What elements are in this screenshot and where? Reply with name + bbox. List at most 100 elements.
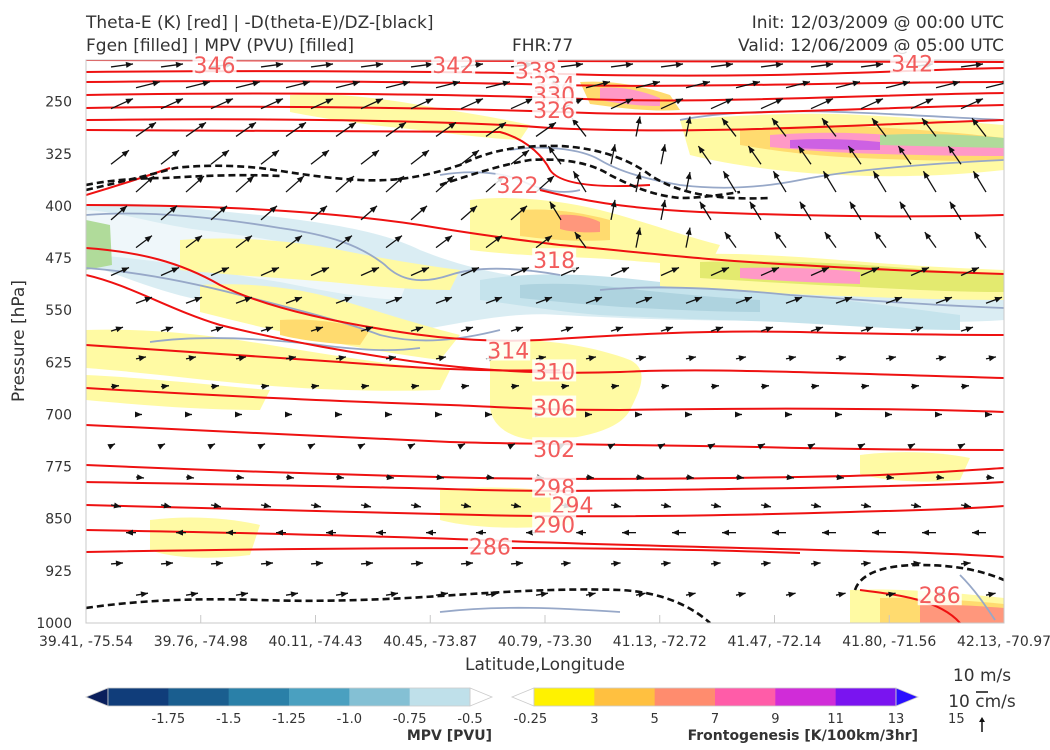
wind-vector-head <box>725 98 733 105</box>
wind-vector-head <box>848 146 855 154</box>
wind-vector-head <box>396 176 404 183</box>
contour-label-bg <box>495 173 540 196</box>
wind-vector-head <box>548 122 556 129</box>
wind-vector-head <box>298 122 306 129</box>
wind-vector-head <box>774 232 782 240</box>
wind-vector-head <box>276 529 283 536</box>
wind-vector-head <box>638 591 646 598</box>
wind-vector-head <box>688 591 696 598</box>
colorbar-tick-label: -1.25 <box>272 712 306 727</box>
wind-vector-head <box>961 383 969 390</box>
wind-vector-head <box>136 474 144 481</box>
x-tick-label: 40.11, -74.43 <box>268 634 362 650</box>
wind-vector-head <box>685 172 692 180</box>
wind-vector-head <box>748 146 755 154</box>
wind-vector-head <box>875 98 883 105</box>
wind-vector-head <box>885 411 892 418</box>
wind-vector-head <box>461 383 469 390</box>
wind-vector-head <box>813 502 821 509</box>
y-tick-label: 625 <box>45 355 72 371</box>
wind-vector-head <box>390 591 398 598</box>
y-tick-label: 325 <box>45 147 72 163</box>
wind-vector-head <box>894 296 902 303</box>
wind-vector-head <box>115 560 123 567</box>
wind-vector-head <box>625 61 633 68</box>
mpv-contours <box>86 110 1004 621</box>
contour-label-bg <box>431 52 476 75</box>
colorbar-tick-label: -1.0 <box>337 712 362 727</box>
wind-vector-head <box>521 150 529 157</box>
wind-vector-head <box>325 61 333 68</box>
wind-vector-head <box>471 150 479 157</box>
theta-e-contour-label: 318 <box>533 249 575 274</box>
wind-vector-head <box>975 61 983 68</box>
wind-vector-head <box>325 98 333 105</box>
wind-vector <box>985 82 1004 89</box>
wind-vector-head <box>863 502 871 509</box>
colorbar-tick-label: -0.75 <box>393 712 427 727</box>
wind-vector-head <box>294 235 302 243</box>
wind-vector-head <box>863 560 871 567</box>
mpv-colorbar-title: MPV [PVU] <box>406 728 492 744</box>
contour-label-bg <box>532 512 577 535</box>
wind-vector-head <box>663 502 671 509</box>
wind-vector-head <box>660 144 667 152</box>
colorbar-swatch <box>168 688 230 706</box>
wind-vector-head <box>163 502 171 509</box>
wind-vector-head <box>526 529 533 536</box>
wind-vector-head <box>844 296 852 303</box>
wind-vector-head <box>296 176 304 183</box>
wind-vector-head <box>711 383 719 390</box>
theta-e-contour-label: 326 <box>533 99 575 124</box>
wind-vector-head <box>171 267 179 274</box>
wind-vector-head <box>425 61 433 68</box>
colorbar-tick-label: -0.5 <box>457 712 482 727</box>
wind-vector-head <box>938 355 946 362</box>
wind-vector-head <box>561 383 569 390</box>
wind-vector-head <box>749 201 757 210</box>
wind-vector-head <box>138 355 146 362</box>
y-tick-label: 850 <box>45 512 72 528</box>
wind-vector-head <box>411 383 419 390</box>
wind-vector-head <box>252 80 260 87</box>
colorbar-extend-left <box>84 687 109 707</box>
contour-label-bg <box>917 583 962 606</box>
wind-vector-head <box>775 61 783 68</box>
wind-vector-head <box>838 355 846 362</box>
wind-vector-head <box>588 355 596 362</box>
x-tick-label: 41.47, -72.14 <box>727 634 821 650</box>
wind-vector-head <box>544 296 552 303</box>
wind-vector-head <box>549 201 557 210</box>
wind-vector-head <box>786 474 794 481</box>
wind-vector-head <box>338 355 346 362</box>
wind-vector-head <box>111 383 119 390</box>
wind-vector-head <box>194 296 202 303</box>
wind-vector-head <box>972 118 979 126</box>
wind-vector-head <box>494 235 502 243</box>
wind-vector-head <box>899 201 907 210</box>
mpv-colorbar: -1.75 -1.5 -1.25 -1.0 -0.75 -0.5 -0.25 <box>84 687 547 727</box>
wind-vector-head <box>386 474 394 481</box>
theta-e-contour-label: 306 <box>533 397 575 422</box>
wind-vector-head <box>290 591 298 598</box>
contour-label-bg <box>890 51 935 74</box>
wind-vector-head <box>165 326 173 333</box>
wind-vector-head <box>485 411 492 418</box>
wind-vector-head <box>436 474 444 481</box>
y-tick-label: 775 <box>45 460 72 476</box>
wind-vector-head <box>611 383 619 390</box>
y-tick-label: 1000 <box>36 616 72 632</box>
wind-vector-head <box>661 383 669 390</box>
wind-vector-head <box>415 560 423 567</box>
wind-vector-head <box>688 355 696 362</box>
wind-vector-head <box>871 267 879 274</box>
wind-vector-head <box>286 474 294 481</box>
wind-vector-head <box>715 326 723 333</box>
wind-vector-head <box>352 80 360 87</box>
colorbar-tick-label: -1.5 <box>216 712 241 727</box>
valid-time: Valid: 12/06/2009 @ 05:00 UTC <box>738 36 1004 56</box>
wind-vector-head <box>588 591 596 598</box>
wind-vector-head <box>121 267 129 274</box>
wind-vector-head <box>121 150 129 157</box>
